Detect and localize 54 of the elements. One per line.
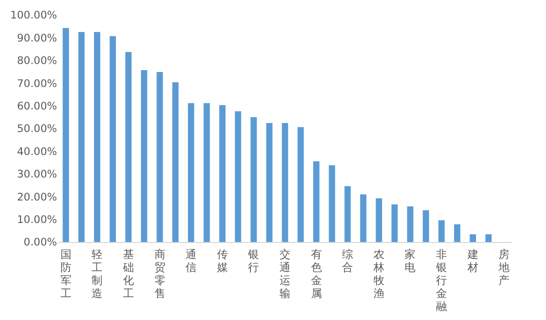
y-tick-label: 90.00%: [16, 32, 58, 44]
x-tick-label: 基础化工: [122, 248, 134, 300]
y-tick-label: 10.00%: [16, 214, 58, 226]
y-tick-label: 70.00%: [16, 78, 58, 90]
x-tick-label: 国防军工: [60, 248, 72, 300]
x-tick-label: 有色金属: [310, 248, 322, 300]
bar: [470, 234, 476, 242]
x-tick-label: 银行: [248, 248, 260, 274]
bar: [407, 206, 414, 242]
y-tick-label: 20.00%: [16, 191, 58, 204]
bar: [391, 204, 398, 242]
y-tick-label: 50.00%: [16, 123, 58, 136]
x-tick-label: 通信: [185, 248, 198, 274]
bar: [360, 194, 366, 242]
bar: [94, 32, 100, 242]
bar: [313, 161, 320, 242]
x-tick-label: 商贸零售: [154, 248, 166, 300]
x-tick-label: 农林牧渔: [372, 248, 385, 300]
y-tick-label: 60.00%: [16, 100, 58, 112]
y-tick-label: 100.00%: [10, 10, 58, 22]
bar: [438, 220, 445, 242]
x-tick-label: 交通运输: [279, 248, 291, 300]
x-tick-label: 轻工制造: [91, 248, 104, 300]
bar: [376, 198, 382, 242]
bar: [282, 123, 288, 242]
y-tick-label: 80.00%: [16, 55, 58, 68]
x-tick-label: 传媒: [216, 248, 228, 274]
bar: [422, 210, 430, 242]
x-tick-label: 家电: [404, 248, 416, 274]
bar: [250, 117, 257, 242]
bar: [298, 127, 304, 242]
y-tick-label: 0.00%: [24, 236, 58, 249]
bar: [156, 72, 163, 242]
bar: [485, 234, 492, 242]
bar: [219, 105, 226, 242]
bar: [62, 28, 69, 242]
bar: [204, 103, 210, 242]
x-tick-label: 房地产: [498, 248, 510, 287]
bar: [328, 165, 336, 242]
bar: [110, 36, 116, 242]
bar: [172, 82, 179, 242]
bar: [266, 123, 272, 242]
y-tick-label: 40.00%: [16, 146, 58, 158]
x-tick-label: 建材: [466, 248, 479, 274]
x-tick-label: 非银行金融: [436, 248, 448, 313]
bar: [344, 186, 351, 242]
bar: [188, 103, 194, 242]
bar: [140, 70, 148, 242]
bar: [234, 111, 242, 242]
x-tick-label: 综合: [342, 248, 354, 274]
bar: [454, 224, 460, 242]
y-tick-label: 30.00%: [16, 168, 58, 181]
bar: [125, 52, 132, 242]
bar: [78, 32, 85, 242]
